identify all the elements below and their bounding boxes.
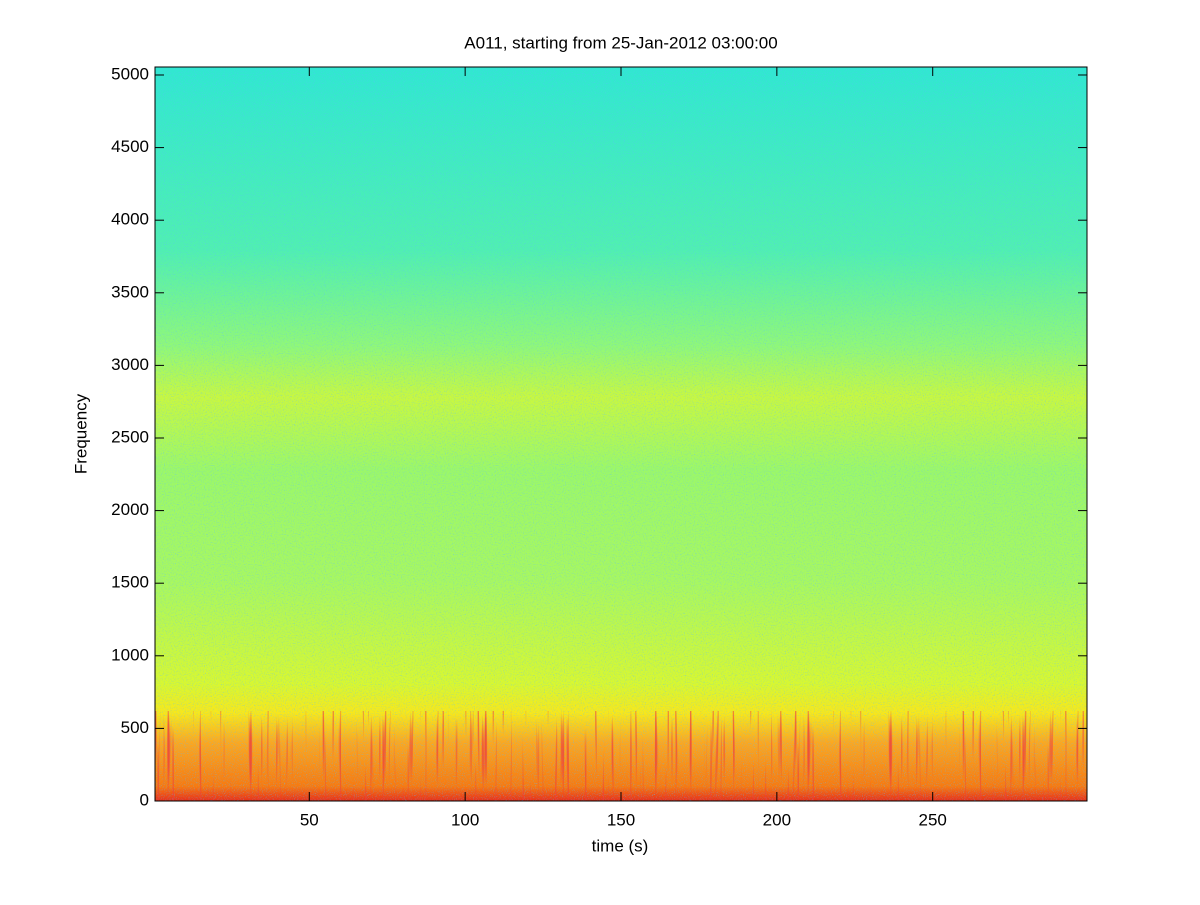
x-tick-label: 250 [919,810,947,829]
y-tick-label: 2000 [111,500,149,519]
y-tick-label: 3500 [111,282,149,301]
spectrogram-noise [155,67,1087,801]
y-tick-label: 4500 [111,137,149,156]
y-tick-label: 5000 [111,64,149,83]
x-tick-label: 100 [451,810,479,829]
x-tick-label: 150 [607,810,635,829]
x-tick-label: 50 [300,810,319,829]
x-tick-label: 200 [763,810,791,829]
y-tick-label: 1000 [111,645,149,664]
y-tick-label: 3000 [111,355,149,374]
chart-title: A011, starting from 25-Jan-2012 03:00:00 [464,33,777,52]
y-tick-label: 2500 [111,427,149,446]
y-tick-label: 500 [121,718,149,737]
spectrogram-streaks [155,711,1087,801]
x-axis-label: time (s) [592,836,649,855]
y-tick-label: 1500 [111,573,149,592]
y-tick-label: 4000 [111,210,149,229]
y-tick-label: 0 [140,790,149,809]
y-axis-label: Frequency [71,393,90,474]
spectrogram-image [155,67,1087,801]
